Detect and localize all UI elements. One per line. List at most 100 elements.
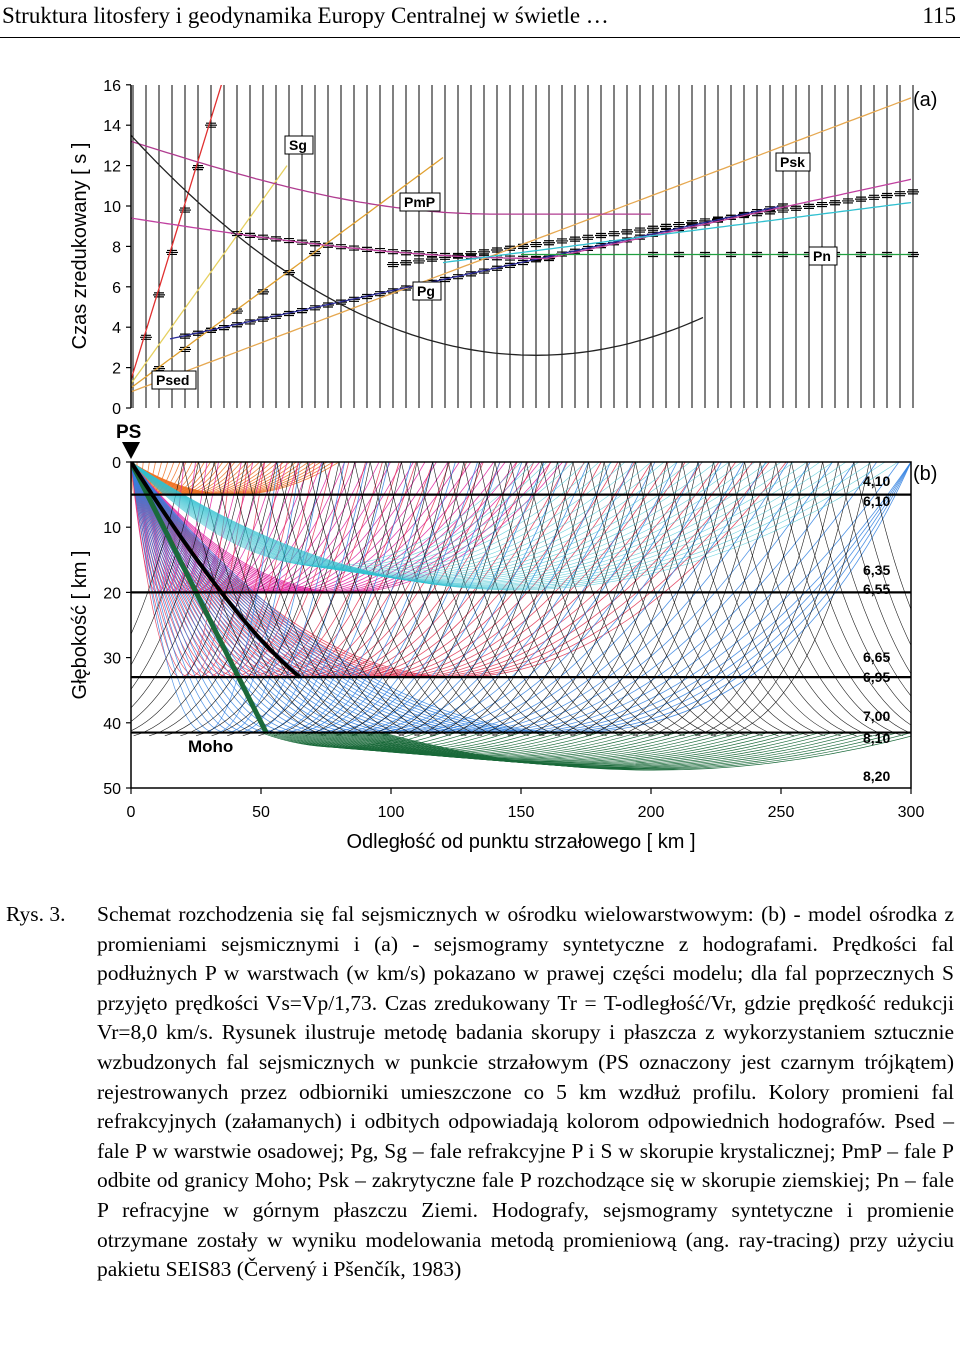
- velocity-label: 7,00: [863, 708, 890, 724]
- crustal-ray: [632, 462, 777, 737]
- crustal-ray: [679, 462, 823, 737]
- psk-ray: [131, 462, 691, 578]
- svg-text:Pg: Pg: [417, 283, 435, 299]
- mantle-ray: [338, 732, 743, 763]
- crustal-ray: [131, 462, 215, 690]
- crustal-ray: [541, 462, 685, 737]
- psk-ray: [131, 462, 730, 580]
- psk-ray: [131, 462, 717, 579]
- crustal-ray: [523, 462, 667, 737]
- crustal-ray: [666, 462, 810, 737]
- psk-ray: [131, 462, 613, 573]
- panel-b-ray-model: 0 10 20 30 40 50 0 50 100 150 200 250 300 Głębokość…: [69, 455, 937, 853]
- crustal-ray: [367, 462, 511, 737]
- crustal-ray: [525, 462, 670, 737]
- wavelet: [543, 240, 555, 246]
- crustal-ray: [180, 462, 324, 737]
- wavelet: [517, 243, 529, 249]
- crustal-ray: [539, 462, 683, 737]
- svg-text:Psk: Psk: [780, 154, 805, 170]
- wavelet: [907, 189, 919, 195]
- crustal-ray: [260, 462, 405, 737]
- crustal-ray: [492, 462, 636, 737]
- crustal-ray: [182, 462, 327, 737]
- wavelet: [634, 227, 646, 233]
- psk-ray: [131, 462, 769, 583]
- wavelet: [790, 205, 802, 211]
- crustal-ray: [273, 462, 418, 737]
- mantle-ray: [335, 732, 730, 762]
- crustal-ray: [588, 462, 732, 737]
- crustal-ray: [585, 462, 730, 737]
- crustal-ray: [648, 462, 792, 737]
- mantle-ray: [345, 732, 769, 764]
- crustal-ray: [336, 462, 480, 737]
- psed-curve: [131, 85, 223, 380]
- wavelet: [868, 194, 880, 200]
- psk-ray: [131, 462, 626, 573]
- wavelet: [881, 192, 893, 199]
- wavelet: [803, 203, 815, 210]
- crustal-ray: [853, 462, 911, 646]
- wavelet: [816, 201, 828, 208]
- wavelet: [491, 247, 503, 253]
- crustal-ray: [276, 462, 420, 737]
- mantle-ray: [379, 732, 911, 770]
- shot-point-marker: [122, 442, 140, 459]
- page-header: Struktura litosfery i geodynamika Europy…: [0, 0, 960, 38]
- panel-a-y-label: Czas zredukowany [ s ]: [69, 143, 91, 350]
- y-tick-label: 2: [112, 361, 121, 378]
- crustal-ray: [476, 462, 621, 737]
- wavelet: [530, 241, 542, 248]
- velocity-label: 6,10: [863, 493, 890, 509]
- pg-curve: [169, 205, 779, 340]
- crustal-ray: [305, 462, 449, 737]
- wavelet: [673, 221, 685, 228]
- pg-s-curve: [131, 97, 911, 393]
- crustal-ray: [258, 462, 402, 737]
- psk-ray: [131, 462, 665, 576]
- crustal-ray: [713, 462, 857, 737]
- psk-ray: [131, 462, 756, 582]
- panel-b-y-ticks: 0 10 20 30 40 50: [103, 455, 131, 798]
- phase-label-pg: Pg: [412, 281, 442, 301]
- crustal-ray: [869, 462, 911, 611]
- crustal-ray: [837, 462, 911, 675]
- crustal-ray: [494, 462, 639, 737]
- crustal-ray: [570, 462, 714, 737]
- wavelet: [166, 249, 178, 256]
- wavelet: [478, 249, 490, 255]
- wavelet: [894, 191, 906, 197]
- y-tick-label: 10: [103, 199, 121, 216]
- crustal-ray: [697, 462, 841, 737]
- mantle-ray: [370, 732, 873, 769]
- x-tick-label: 200: [638, 804, 665, 821]
- crustal-ray: [133, 462, 277, 737]
- y-tick-label: 0: [112, 455, 121, 472]
- crustal-ray: [775, 462, 911, 734]
- wavelet: [179, 207, 191, 213]
- crustal-ray: [320, 462, 465, 737]
- crustal-ray: [806, 462, 911, 714]
- x-tick-label: 50: [252, 804, 270, 821]
- seismic-rays: [131, 462, 911, 771]
- crustal-ray: [744, 462, 888, 737]
- wavelet: [205, 122, 217, 128]
- crustal-ray: [401, 462, 545, 737]
- crustal-ray: [572, 462, 717, 737]
- psed-s-curve: [131, 165, 288, 385]
- velocity-label: 6,65: [863, 649, 890, 665]
- crustal-ray: [354, 462, 498, 737]
- panel-a-seismograms: 0 2 4 6 8 10 12 14 16 Czas zredukowany [ s ] (a)…: [69, 78, 937, 418]
- y-tick-label: 10: [103, 520, 121, 537]
- psk-ray: [131, 462, 860, 588]
- velocity-label: 6,35: [863, 562, 890, 578]
- psk-ray: [131, 462, 678, 577]
- crustal-ray: [603, 462, 748, 737]
- y-tick-label: 4: [112, 320, 121, 337]
- psk-curve: [442, 201, 911, 264]
- mantle-ray: [366, 732, 860, 768]
- mantle-ray: [382, 732, 911, 771]
- crustal-ray: [369, 462, 514, 737]
- layer-velocities: 4,10 6,10 6,35 6,55 6,65 6,95 7,00 8,10 8,20: [863, 473, 890, 784]
